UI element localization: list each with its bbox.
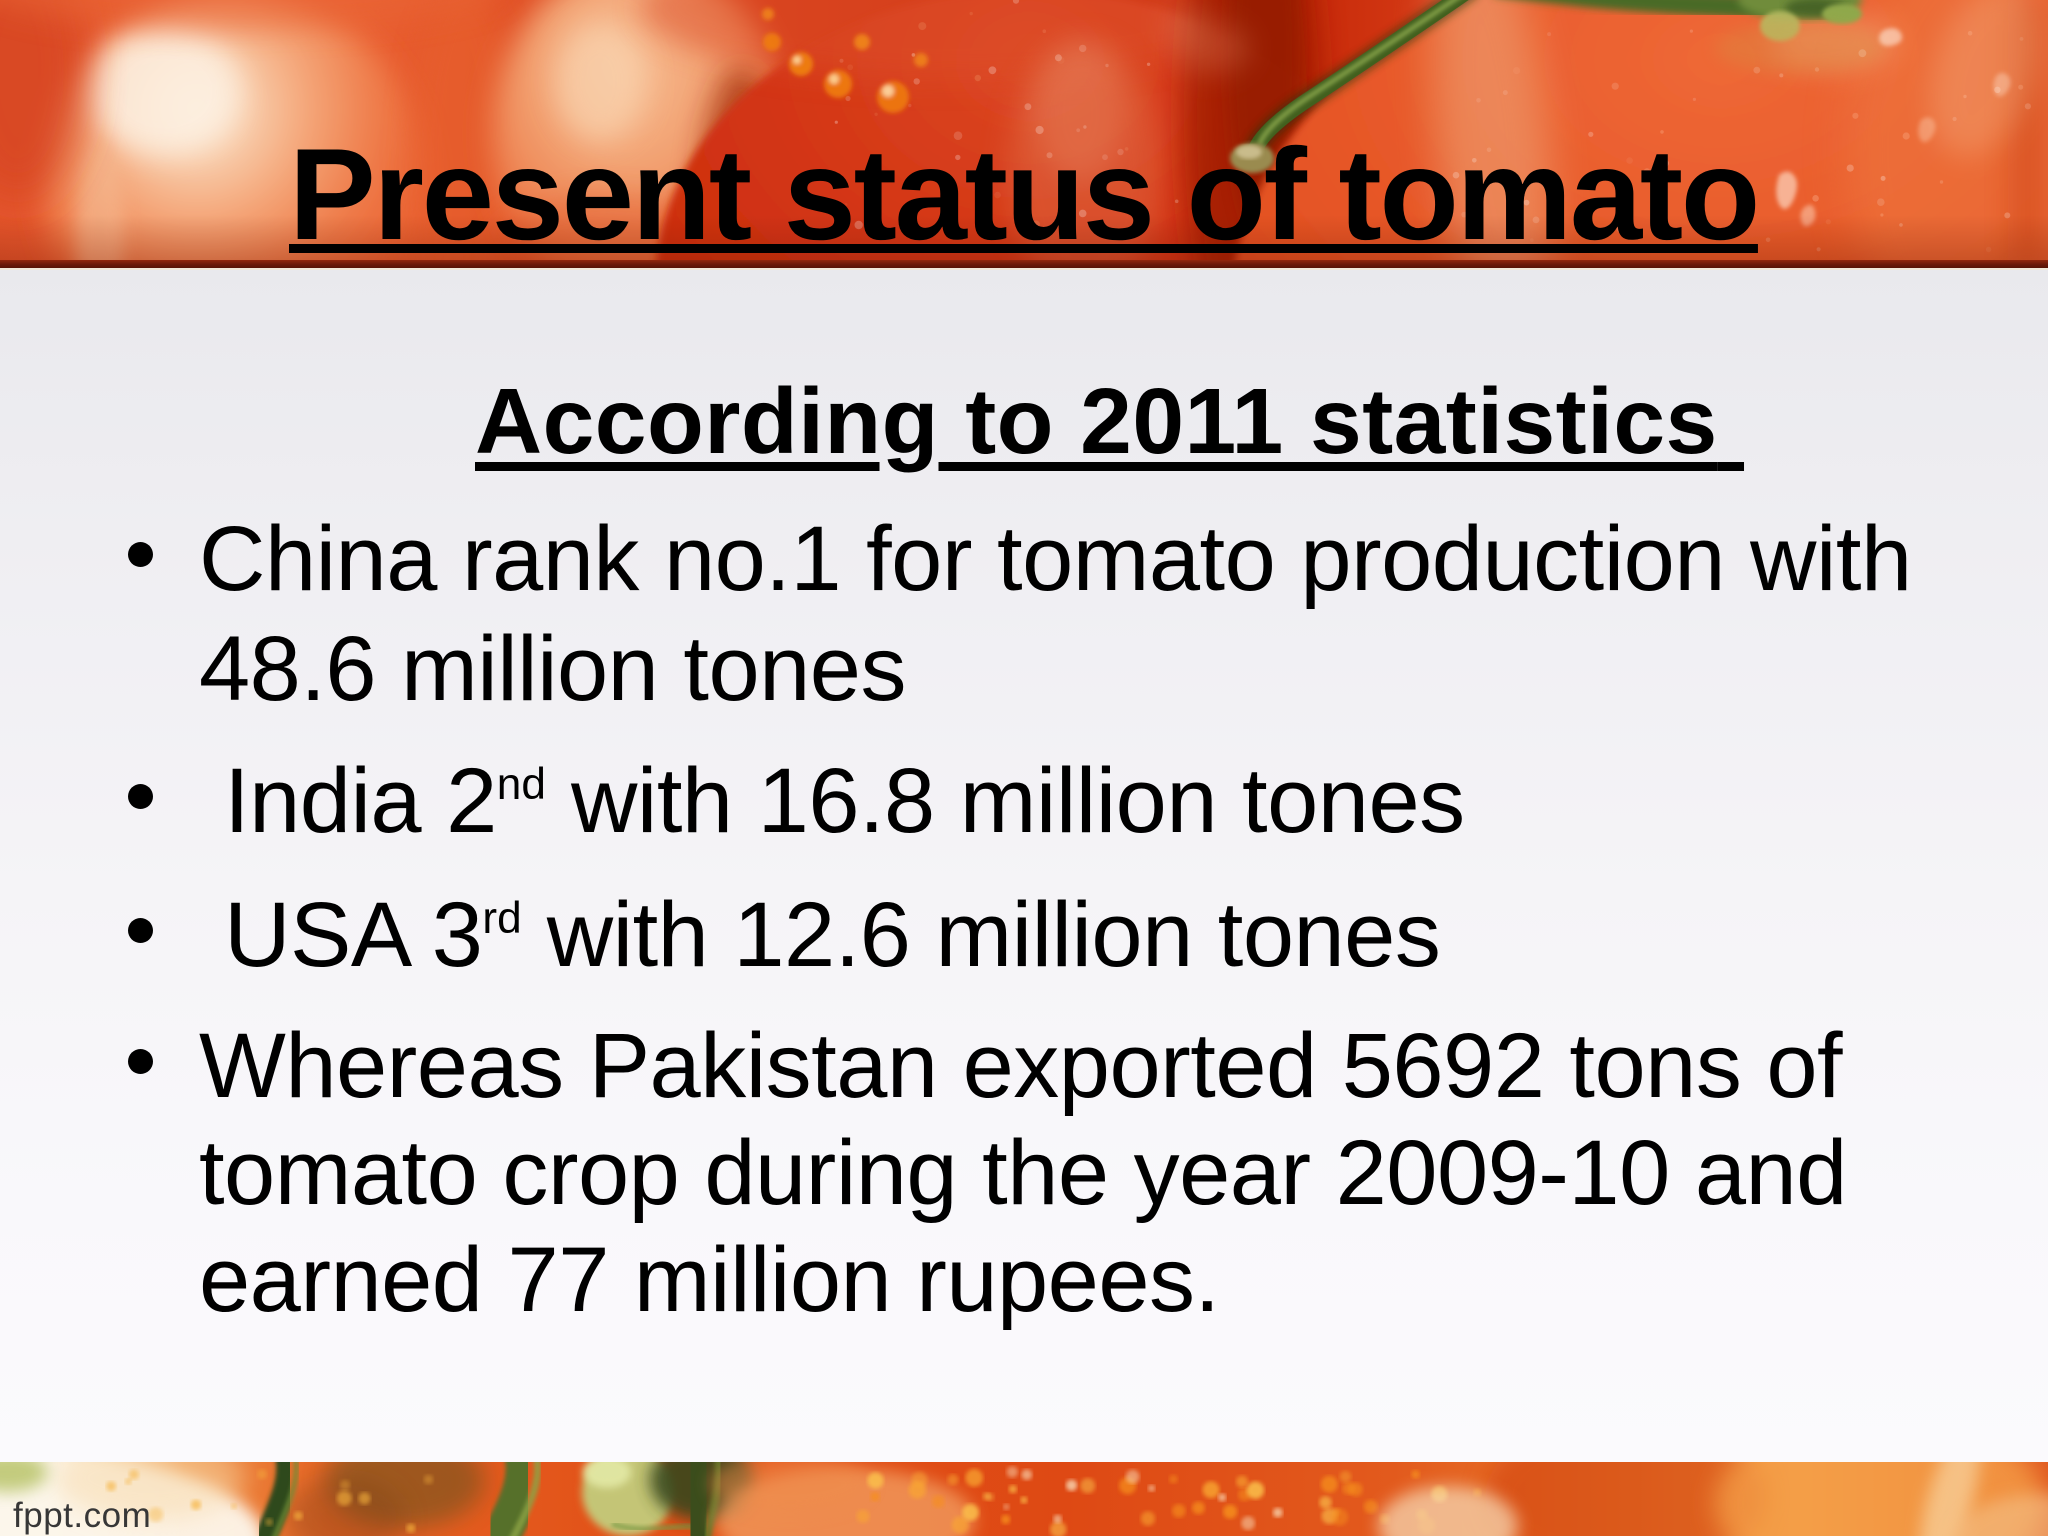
bullet-dot [128, 784, 153, 809]
bullet-text: USA 3 [199, 884, 483, 986]
bullet-superscript: nd [496, 759, 546, 809]
bullet-text-block: USA 3rd with 12.6 million tones [199, 880, 1934, 1007]
subtitle-heading: According to 2011 statistics [475, 369, 1718, 473]
bullet-text-post: with 16.8 million tones [545, 750, 1465, 852]
watermark-fppt: fppt.com [13, 1496, 152, 1535]
bullet-superscript: rd [482, 893, 522, 943]
bullet-item-china: China rank no.1 for tomato production wi… [199, 504, 1934, 741]
bullet-item-usa: USA 3rd with 12.6 million tones [199, 880, 1934, 1007]
bullet-item-india: India 2nd with 16.8 million tones [199, 746, 1934, 873]
bullet-text: China rank no.1 for tomato production wi… [199, 508, 1937, 720]
bullet-text-block: Whereas Pakistan exported 5692 tons of t… [199, 1013, 1934, 1350]
bullet-text-post: with 12.6 million tones [521, 884, 1441, 986]
bullet-text-block: India 2nd with 16.8 million tones [199, 746, 1934, 873]
tomato-photo-bottom [0, 1462, 2048, 1536]
tomato-photo-top [0, 0, 2048, 268]
slide-title: Present status of tomato [289, 121, 1760, 267]
content-panel [0, 268, 2048, 1462]
bullet-text: Whereas Pakistan exported 5692 tons of t… [199, 1015, 1872, 1331]
bullet-text: India 2 [199, 750, 497, 852]
bullet-dot [128, 1049, 153, 1074]
bullet-item-pakistan: Whereas Pakistan exported 5692 tons of t… [199, 1013, 1934, 1350]
bullet-dot [128, 542, 153, 567]
bullet-dot [128, 918, 153, 943]
bullet-text-block: China rank no.1 for tomato production wi… [199, 504, 1934, 741]
